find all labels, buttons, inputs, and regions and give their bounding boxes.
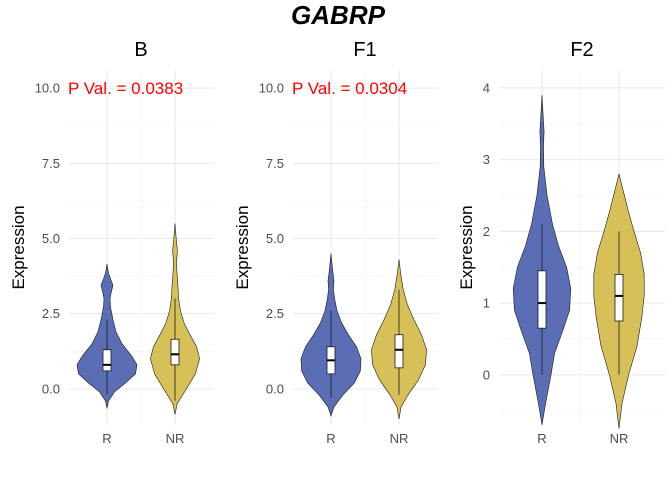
box-nr: [170, 338, 180, 366]
y-axis-title: Expression: [9, 205, 28, 289]
p-value-annotation: P Val. = 0.0304: [292, 79, 407, 98]
p-value-annotation: P Val. = 0.0383: [68, 79, 183, 98]
y-tick-label: 0.0: [266, 381, 284, 396]
panel-f2: F2 0 1 2 3 4 Expression R NR: [457, 39, 665, 446]
x-tick-label: R: [326, 431, 335, 446]
y-tick-label: 1: [483, 296, 490, 311]
y-tick-label: 2.5: [266, 306, 284, 321]
y-tick-label: 10.0: [259, 81, 284, 96]
y-axis-title: Expression: [233, 205, 252, 289]
y-tick-label: 10.0: [35, 81, 60, 96]
y-tick-label: 4: [483, 80, 490, 95]
x-tick-label: R: [537, 431, 546, 446]
box-r: [102, 349, 112, 372]
box-nr: [614, 273, 624, 322]
y-tick-label: 3: [483, 152, 490, 167]
y-tick-label: 2.5: [42, 306, 60, 321]
y-tick-label: 7.5: [42, 156, 60, 171]
x-tick-label: R: [102, 431, 111, 446]
panel-title: F1: [353, 39, 376, 61]
box-nr: [394, 334, 404, 369]
panel-title: F2: [570, 39, 593, 61]
y-axis-title: Expression: [457, 205, 476, 289]
panel-b: B 0.0 2.5 5.0 7.5 10.0 Expression R NR P Val. = 0…: [9, 39, 214, 446]
y-tick-label: 0: [483, 367, 490, 382]
figure-title: GABRP: [291, 0, 386, 30]
y-tick-label: 7.5: [266, 156, 284, 171]
x-tick-label: NR: [610, 431, 629, 446]
y-tick-label: 5.0: [266, 231, 284, 246]
x-tick-label: NR: [390, 431, 409, 446]
y-tick-label: 2: [483, 224, 490, 239]
panel-title: B: [134, 39, 147, 61]
panel-f1: F1 0.0 2.5 5.0 7.5 10.0 Expression R NR P Val. = …: [233, 39, 438, 446]
y-tick-label: 5.0: [42, 231, 60, 246]
x-tick-label: NR: [166, 431, 185, 446]
y-tick-label: 0.0: [42, 381, 60, 396]
box-r: [537, 270, 547, 329]
